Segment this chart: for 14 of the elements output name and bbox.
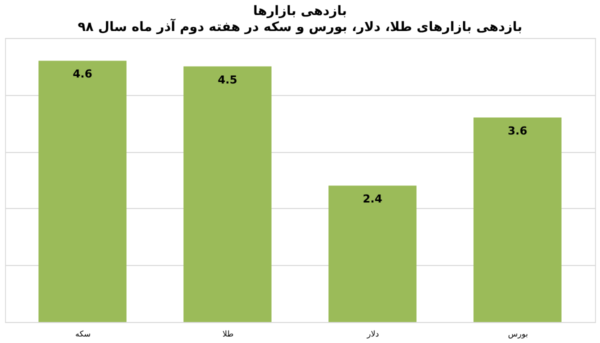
data-label: 4.6 — [72, 68, 93, 81]
bar — [474, 118, 562, 322]
bar — [38, 60, 126, 322]
x-tick-label: بورس — [508, 330, 528, 338]
x-tick-label: طلا — [222, 330, 234, 338]
chart-title: بازدهی بازارها — [253, 4, 347, 19]
data-label: 4.5 — [218, 73, 238, 86]
bar — [184, 66, 272, 322]
x-tick-label: سکه — [75, 330, 91, 338]
data-label: 3.6 — [508, 124, 528, 138]
bar — [328, 186, 416, 322]
data-label: 2.4 — [362, 192, 383, 206]
x-tick-label: دلار — [366, 330, 380, 338]
chart-subtitle: بازدهی بازارهای طلا، دلار، بورس و سکه در هفته دوم آذر ماه سال ۹۸ — [78, 18, 522, 35]
